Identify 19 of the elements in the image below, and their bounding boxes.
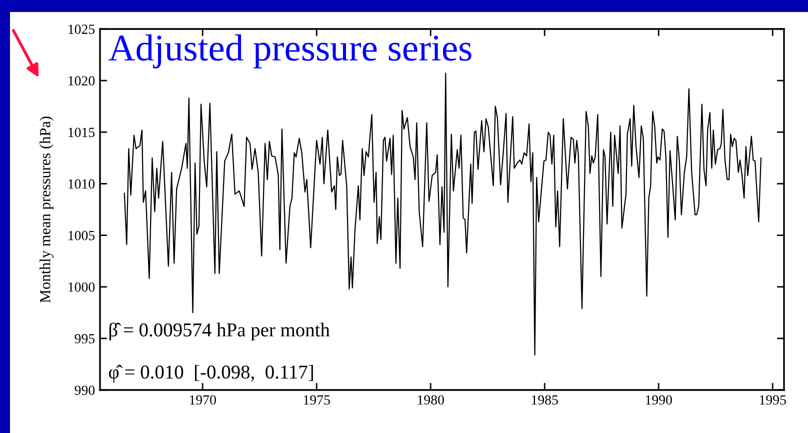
x-tick-label: 1980 xyxy=(418,395,444,405)
y-tick-label: 1020 xyxy=(68,76,95,86)
x-tick-label: 1995 xyxy=(760,395,786,405)
x-tick-label: 1970 xyxy=(190,395,216,405)
y-tick-label: 1010 xyxy=(68,179,95,189)
annotation: β̂ = 0.009574 hPa per month xyxy=(109,322,330,340)
y-tick-label: 1025 xyxy=(68,24,95,34)
chart-title: Adjusted pressure series xyxy=(108,34,472,68)
y-tick-label: 995 xyxy=(74,334,95,344)
y-axis-title: Monthly mean pressures (hPa) xyxy=(40,116,54,303)
annotation: φ̂ = 0.010 [-0.098, 0.117] xyxy=(108,364,313,383)
x-tick-label: 1985 xyxy=(532,395,558,405)
y-tick-label: 1005 xyxy=(68,230,95,240)
x-tick-label: 1975 xyxy=(304,395,330,405)
y-tick-label: 1000 xyxy=(68,282,95,292)
x-tick-label: 1990 xyxy=(646,395,672,405)
y-tick-label: 1015 xyxy=(68,128,95,138)
y-tick-label: 990 xyxy=(74,386,95,395)
line-series xyxy=(124,72,762,356)
